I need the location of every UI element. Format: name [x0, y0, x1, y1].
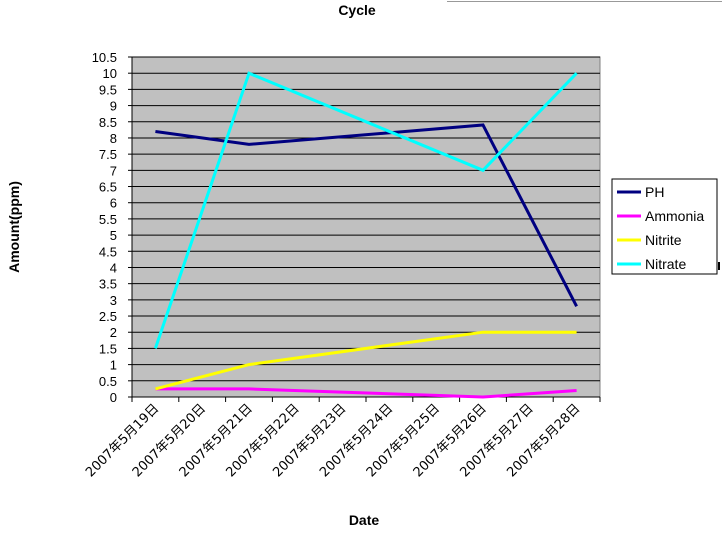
legend: PH Ammonia Nitrite Nitrate	[611, 178, 718, 275]
y-tick-label: 4.5	[99, 244, 117, 259]
y-tick-label: 2	[110, 325, 117, 340]
y-tick-label: 3.5	[99, 277, 117, 292]
series-lines	[153, 71, 578, 399]
y-axis-ticks: 00.51 1.522.533.5 44.555.566.5 77.588.59 9.5…	[92, 50, 132, 405]
y-tick-label: 7.5	[99, 147, 117, 162]
series-line-nitrate	[153, 71, 578, 349]
legend-label: Nitrate	[645, 256, 686, 272]
y-tick-label: 3	[110, 293, 117, 308]
y-tick-label: 6	[110, 196, 117, 211]
y-tick-label: 5	[110, 228, 117, 243]
y-tick-label: 10.5	[92, 50, 117, 65]
y-axis-title: Amount(ppm)	[6, 181, 22, 273]
plot-area	[131, 56, 601, 398]
x-axis-ticks: 2007年5月19日2007年5月20日2007年5月21日2007年5月22日…	[83, 397, 601, 480]
legend-items: PH Ammonia Nitrite Nitrate	[617, 184, 704, 272]
y-tick-label: 7	[110, 163, 117, 178]
y-tick-label: 4	[110, 260, 117, 275]
chart-title: Cycle	[338, 2, 376, 18]
series-line-nitrite	[155, 330, 577, 391]
y-tick-label: 9	[110, 99, 117, 114]
legend-box	[611, 178, 718, 275]
series-line-ph	[155, 123, 578, 307]
y-tick-label: 9.5	[99, 82, 117, 97]
x-axis-title: Date	[349, 512, 380, 528]
y-tick-label: 8	[110, 131, 117, 146]
y-tick-label: 6.5	[99, 180, 117, 195]
y-tick-label: 10	[103, 66, 117, 81]
y-tick-label: 0.5	[99, 374, 117, 389]
series-line-ammonia	[155, 387, 577, 399]
legend-label: Nitrite	[645, 232, 682, 248]
legend-label: Ammonia	[645, 208, 704, 224]
y-tick-label: 8.5	[99, 115, 117, 130]
y-tick-label: 2.5	[99, 309, 117, 324]
y-tick-label: 1.5	[99, 341, 117, 356]
y-tick-label: 1	[110, 358, 117, 373]
y-tick-label: 5.5	[99, 212, 117, 227]
legend-edge-mark	[718, 262, 720, 270]
legend-label: PH	[645, 184, 664, 200]
y-tick-label: 0	[110, 390, 117, 405]
